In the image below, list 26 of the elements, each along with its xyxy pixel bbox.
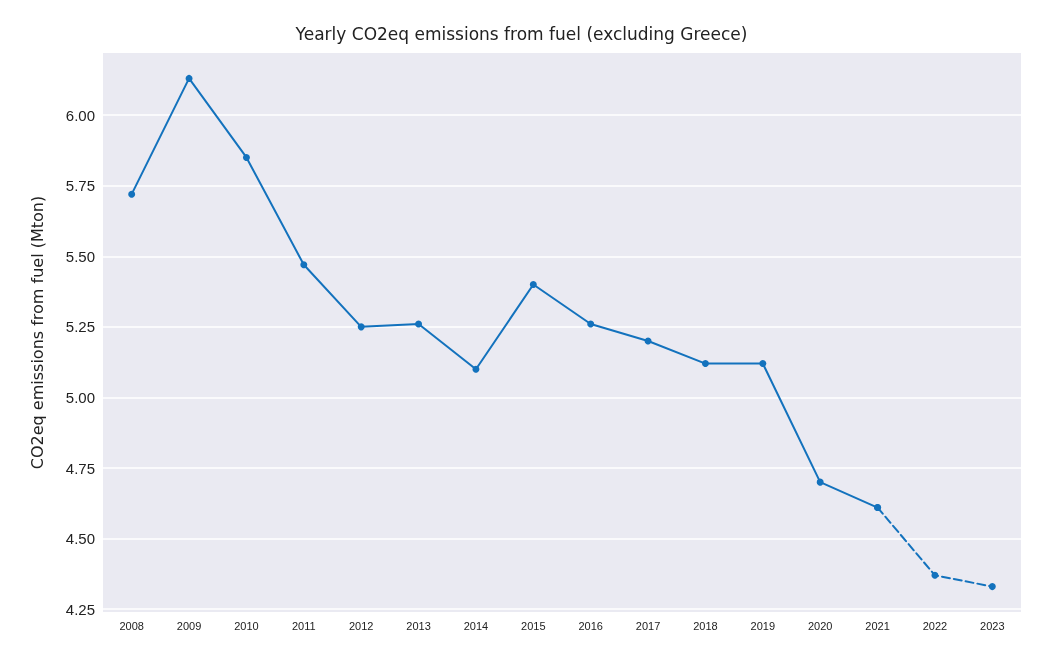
y-tick-label: 5.75 [65,177,95,195]
y-axis-title: CO2eq emissions from fuel (Mton) [27,195,47,470]
y-tick-label: 4.25 [65,600,95,618]
x-tick-label: 2020 [807,619,833,632]
x-tick-label: 2009 [176,619,202,632]
x-tick-label: 2018 [693,619,718,632]
x-tick-label: 2013 [406,619,431,632]
y-tick-label: 5.00 [65,388,95,406]
chart-title: Yearly CO2eq emissions from fuel (excluding Greece) [294,23,748,44]
y-tick-label: 5.25 [65,318,95,336]
x-tick-label: 2010 [234,619,259,632]
x-tick-label: 2021 [865,619,890,632]
y-tick-label: 5.50 [65,247,95,265]
x-tick-label: 2016 [578,619,603,632]
y-tick-label: 4.75 [65,459,95,477]
x-tick-label: 2011 [291,619,316,632]
x-tick-label: 2015 [521,619,546,632]
x-tick-label: 2019 [750,619,776,632]
x-tick-label: 2017 [635,619,661,632]
x-tick-label: 2022 [922,619,948,632]
y-tick-label: 4.50 [65,530,95,548]
x-tick-label: 2008 [119,619,144,632]
x-tick-label: 2023 [980,619,1005,632]
x-tick-label: 2012 [348,619,374,632]
x-tick-label: 2014 [463,619,489,632]
y-tick-label: 6.00 [65,106,95,124]
